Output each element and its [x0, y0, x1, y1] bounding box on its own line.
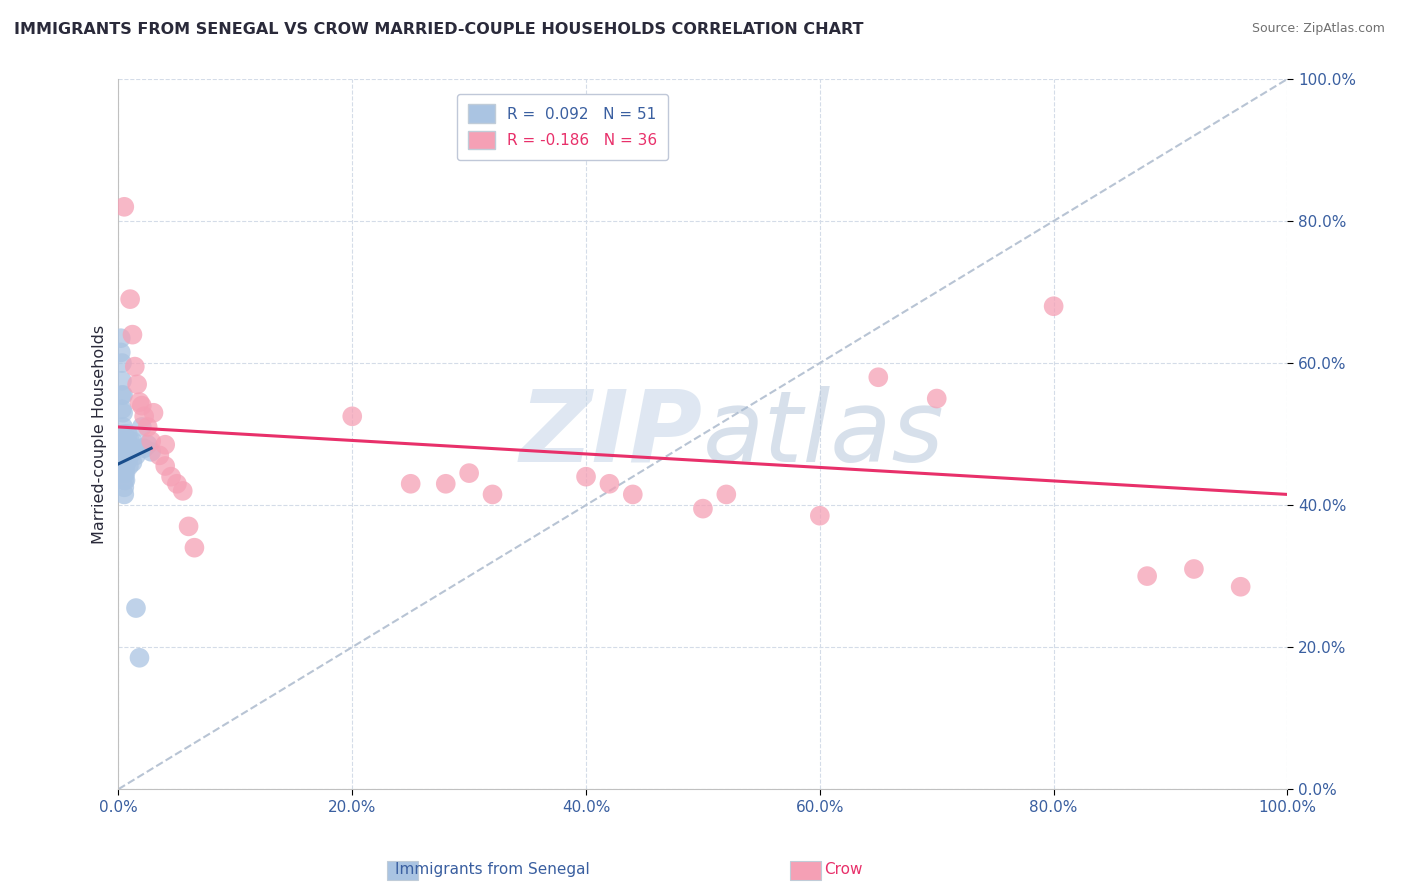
- Point: [136, 438, 159, 452]
- Point: [120, 434, 142, 449]
- Point: [127, 377, 149, 392]
- Point: [110, 331, 132, 345]
- Point: [868, 370, 890, 384]
- Point: [112, 406, 135, 420]
- Point: [481, 487, 503, 501]
- Point: [114, 473, 136, 487]
- Point: [112, 473, 135, 487]
- Text: Source: ZipAtlas.com: Source: ZipAtlas.com: [1251, 22, 1385, 36]
- Point: [117, 427, 139, 442]
- Point: [112, 200, 135, 214]
- Point: [112, 458, 135, 473]
- Point: [121, 434, 143, 449]
- Text: atlas: atlas: [703, 385, 945, 483]
- Point: [434, 476, 457, 491]
- Point: [112, 434, 135, 449]
- Point: [112, 445, 135, 459]
- Point: [114, 466, 136, 480]
- Point: [112, 420, 135, 434]
- Point: [598, 476, 620, 491]
- Point: [1136, 569, 1159, 583]
- Point: [153, 458, 176, 473]
- Point: [160, 469, 183, 483]
- Point: [808, 508, 831, 523]
- Point: [148, 449, 170, 463]
- Point: [115, 449, 138, 463]
- Point: [112, 455, 135, 469]
- Legend: R =  0.092   N = 51, R = -0.186   N = 36: R = 0.092 N = 51, R = -0.186 N = 36: [457, 94, 668, 160]
- Point: [128, 650, 150, 665]
- Point: [134, 442, 156, 456]
- Point: [111, 374, 134, 388]
- Point: [112, 434, 135, 449]
- Point: [121, 455, 143, 469]
- Point: [121, 327, 143, 342]
- Point: [1042, 299, 1064, 313]
- Point: [575, 469, 598, 483]
- Point: [136, 420, 159, 434]
- Point: [142, 406, 165, 420]
- Point: [342, 409, 364, 424]
- Point: [134, 409, 156, 424]
- Point: [120, 292, 142, 306]
- Point: [115, 442, 138, 456]
- Point: [118, 458, 141, 473]
- Point: [112, 442, 135, 456]
- Point: [128, 395, 150, 409]
- Text: ZIP: ZIP: [520, 385, 703, 483]
- Text: IMMIGRANTS FROM SENEGAL VS CROW MARRIED-COUPLE HOUSEHOLDS CORRELATION CHART: IMMIGRANTS FROM SENEGAL VS CROW MARRIED-…: [14, 22, 863, 37]
- Point: [125, 449, 148, 463]
- Point: [925, 392, 948, 406]
- Point: [172, 483, 194, 498]
- Point: [111, 388, 134, 402]
- Point: [112, 487, 135, 501]
- Point: [112, 455, 135, 469]
- Point: [458, 466, 481, 480]
- Point: [183, 541, 205, 555]
- Point: [115, 455, 138, 469]
- Point: [131, 420, 153, 434]
- Point: [118, 449, 141, 463]
- Point: [120, 449, 142, 463]
- Point: [621, 487, 644, 501]
- Point: [141, 445, 163, 459]
- Y-axis label: Married-couple Households: Married-couple Households: [93, 325, 107, 543]
- Point: [114, 445, 136, 459]
- Point: [399, 476, 422, 491]
- Point: [117, 449, 139, 463]
- Point: [131, 399, 153, 413]
- Point: [114, 451, 136, 466]
- Point: [115, 434, 138, 449]
- Point: [114, 438, 136, 452]
- Point: [166, 476, 188, 491]
- Point: [110, 345, 132, 359]
- Point: [112, 427, 135, 442]
- Point: [117, 438, 139, 452]
- Point: [716, 487, 738, 501]
- Point: [112, 462, 135, 476]
- Point: [692, 501, 714, 516]
- Point: [112, 388, 135, 402]
- Point: [112, 466, 135, 480]
- Point: [114, 458, 136, 473]
- Text: Immigrants from Senegal: Immigrants from Senegal: [395, 863, 591, 877]
- Point: [125, 601, 148, 615]
- Point: [1229, 580, 1251, 594]
- Point: [1182, 562, 1205, 576]
- Point: [111, 402, 134, 417]
- Point: [124, 359, 146, 374]
- Text: Crow: Crow: [824, 863, 862, 877]
- Point: [177, 519, 200, 533]
- Point: [118, 438, 141, 452]
- Point: [141, 434, 163, 449]
- Point: [153, 438, 176, 452]
- Point: [111, 356, 134, 370]
- Point: [124, 442, 146, 456]
- Point: [112, 449, 135, 463]
- Point: [112, 480, 135, 494]
